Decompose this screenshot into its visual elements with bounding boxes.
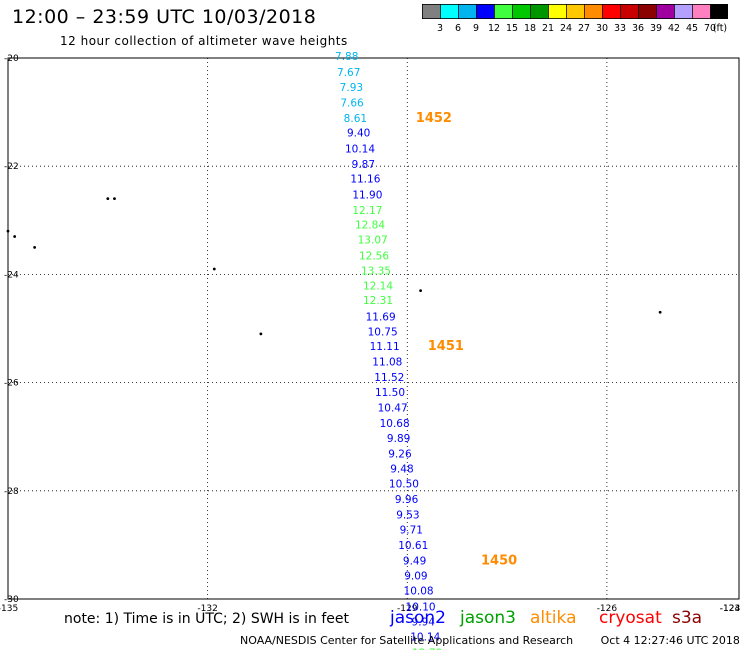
swh-data-label: 11.08: [372, 356, 402, 368]
x-tick-label: -135: [0, 604, 18, 614]
island-dot: [13, 235, 17, 238]
x-tick-label: -132: [197, 604, 217, 614]
pass-time-label: 1450: [481, 553, 517, 568]
swh-data-label: 12.79: [412, 647, 442, 650]
swh-data-label: 12.31: [363, 295, 393, 307]
x-tick-label: -123: [720, 604, 740, 614]
satellite-cryosat: cryosat: [599, 608, 662, 628]
swh-data-label: 9.94: [412, 617, 436, 629]
swh-data-label: 9.49: [403, 555, 426, 567]
swh-data-label: 11.69: [366, 311, 396, 323]
legend-label: 70: [704, 23, 716, 34]
x-tick-label: -124: [720, 604, 740, 614]
swh-data-label: 12.56: [359, 250, 389, 262]
pass-time-label: 1452: [416, 111, 452, 126]
y-tick-label: -26: [4, 379, 19, 389]
footer-org: NOAA/NESDIS Center for Satellite Applica…: [240, 634, 574, 647]
legend-label: 42: [668, 23, 680, 34]
pass-time-label: 1451: [428, 339, 464, 354]
island-dot: [419, 289, 422, 293]
legend-unit: (ft): [713, 23, 727, 34]
island-dot: [106, 197, 110, 201]
swh-data-label: 7.93: [340, 82, 363, 94]
x-tick-label: -126: [597, 604, 618, 614]
swh-data-label: 9.71: [400, 525, 423, 537]
swh-data-label: 10.14: [345, 144, 375, 156]
legend-label: 12: [488, 23, 500, 34]
swh-data-label: 12.14: [363, 281, 393, 293]
swh-data-label: 10.61: [398, 540, 428, 552]
island-dot: [6, 229, 10, 233]
swh-data-label: 9.53: [396, 509, 419, 521]
swh-data-label: 10.50: [389, 479, 419, 491]
swh-data-label: 9.48: [390, 463, 413, 475]
island-dot: [259, 332, 263, 336]
swh-data-label: 10.08: [404, 586, 434, 598]
swh-data-label: 8.61: [344, 113, 367, 125]
swh-data-label: 11.11: [370, 341, 400, 353]
y-tick-label: -20: [4, 54, 19, 64]
swh-data-label: 9.40: [347, 127, 370, 139]
legend-label: 3: [437, 23, 443, 34]
y-tick-label: -28: [4, 487, 19, 497]
swh-data-label: 13.35: [361, 265, 391, 277]
legend-label: 33: [614, 23, 626, 34]
legend-label: 24: [560, 23, 572, 34]
swh-data-label: 12.17: [352, 205, 382, 217]
footer-timestamp: Oct 4 12:27:46 UTC 2018: [600, 634, 740, 647]
swh-data-label: 7.88: [335, 51, 358, 63]
legend-label: 39: [650, 23, 662, 34]
swh-data-label: 9.09: [404, 571, 427, 583]
swh-data-label: 11.50: [375, 387, 405, 399]
swh-data-label: 9.26: [388, 448, 412, 460]
swh-data-label: 7.67: [337, 67, 360, 79]
swh-data-label: 12.84: [355, 219, 385, 231]
legend-swatch: [710, 4, 728, 19]
legend-label: 18: [524, 23, 536, 34]
legend-label: 27: [578, 23, 590, 34]
chart-title: 12:00 – 23:59 UTC 10/03/2018: [12, 6, 317, 28]
x-tick-label: -129: [397, 604, 418, 614]
note-text: note: 1) Time is in UTC; 2) SWH is in fe…: [64, 611, 350, 627]
swh-data-label: 10.68: [380, 418, 410, 430]
island-dot: [658, 310, 662, 314]
swh-data-label: 9.89: [387, 433, 410, 445]
island-dot: [113, 197, 116, 201]
legend-label: 30: [596, 23, 608, 34]
swh-data-label: 10.10: [406, 601, 436, 613]
satellite-altika: altika: [530, 608, 577, 628]
swh-data-label: 11.90: [352, 190, 382, 202]
satellite-s3a: s3a: [672, 608, 703, 628]
swh-data-label: 11.16: [350, 173, 380, 185]
swh-data-label: 9.96: [395, 494, 419, 506]
swh-data-label: 10.75: [368, 327, 398, 339]
legend-label: 21: [542, 23, 554, 34]
legend-label: 15: [506, 23, 518, 34]
legend-label: 45: [686, 23, 698, 34]
footer: NOAA/NESDIS Center for Satellite Applica…: [240, 634, 740, 647]
legend-label: 36: [632, 23, 644, 34]
plot-frame: [7, 57, 740, 600]
swh-data-label: 9.87: [352, 159, 375, 171]
y-tick-label: -24: [4, 270, 19, 280]
swh-data-label: 11.52: [374, 372, 404, 384]
swh-data-label: 10.47: [378, 402, 408, 414]
y-tick-label: -22: [4, 162, 19, 172]
swh-data-label: 13.07: [358, 235, 388, 247]
satellite-jason3: jason3: [460, 608, 516, 628]
color-scale-legend: 3 6 9 12 15 18 21 24 27 30 33 36 39 42 45 70(ft): [422, 4, 728, 34]
legend-label: 6: [455, 23, 461, 34]
y-tick-label: -30: [4, 595, 19, 605]
swh-data-label: 7.66: [340, 98, 364, 110]
chart-subtitle: 12 hour collection of altimeter wave hei…: [60, 34, 348, 48]
island-dot: [33, 245, 37, 249]
island-dot: [212, 267, 216, 271]
swh-data-label: 10.14: [410, 632, 440, 644]
legend-label: 9: [473, 23, 479, 34]
satellite-jason2: jason2: [390, 608, 446, 628]
